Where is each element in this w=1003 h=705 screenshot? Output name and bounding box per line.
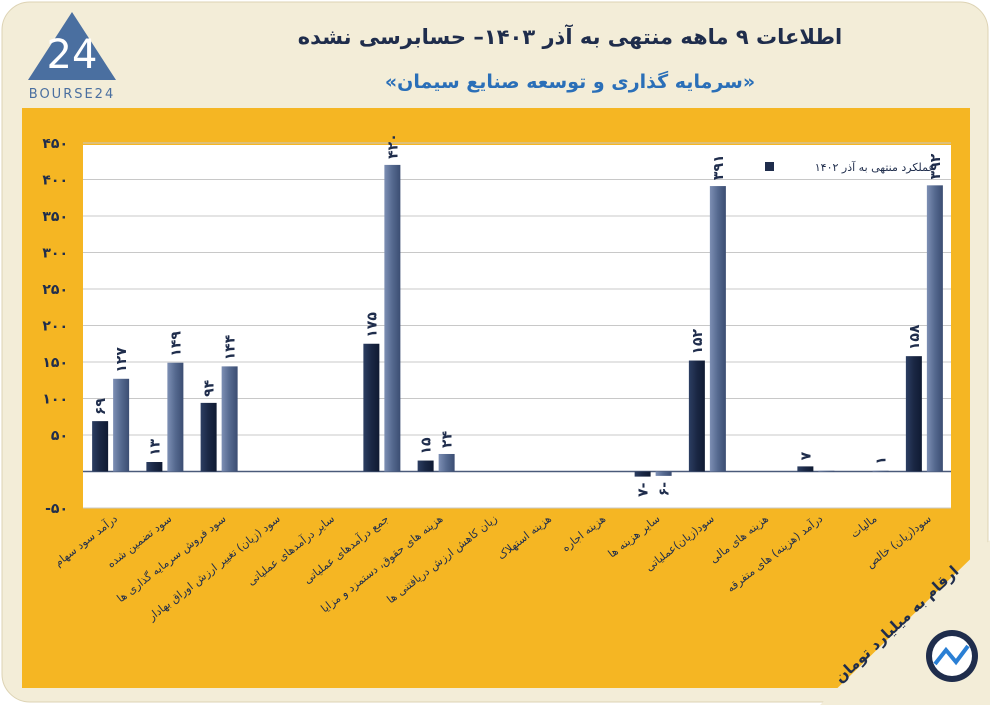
y-tick-label: ۴۵۰ (42, 136, 68, 152)
corner-logo-arrow (933, 644, 970, 666)
data-label: ۹۴ (202, 379, 218, 397)
data-label: ۷ (798, 451, 814, 460)
data-label: ۱۳ (147, 438, 163, 456)
bar (634, 471, 651, 477)
bar (818, 470, 835, 472)
bar (363, 343, 380, 472)
bar (221, 366, 238, 472)
bar (709, 186, 726, 472)
data-label: ۱۴۴ (223, 334, 239, 360)
data-label: ۷- (636, 482, 652, 497)
logo-name: BOURSE24 (29, 87, 115, 102)
legend-label: عملکرد منتهی به آذر ۱۴۰۲ (815, 160, 935, 174)
bar (655, 471, 672, 476)
legend-swatch (765, 162, 774, 171)
bar (200, 402, 217, 472)
data-label: ۱۵۸ (907, 324, 923, 350)
bar (872, 470, 889, 472)
bar (438, 453, 455, 472)
data-label: ۳۹۲ (928, 153, 944, 179)
data-label: ۳۹۱ (711, 154, 727, 180)
chart-subtitle: «سرمایه گذاری و توسعه صنایع سیمان» (385, 70, 755, 93)
chart-title: اطلاعات ۹ ماهه منتهی به آذر ۱۴۰۳– حسابرس… (298, 24, 843, 49)
data-label: ۴۲۰ (385, 133, 401, 159)
data-label: ۱۵ (419, 437, 435, 455)
bar (146, 462, 163, 472)
bar (797, 466, 814, 472)
data-label: ۶۹ (93, 398, 109, 416)
y-tick-label: -۵۰ (45, 501, 68, 517)
data-label: ۱۷۵ (364, 312, 380, 338)
logo-mark: 24 (47, 32, 98, 78)
bar (417, 460, 434, 472)
data-label: ۶- (657, 482, 673, 497)
bar (688, 360, 705, 472)
bar (384, 164, 401, 472)
data-label: ۱۲۷ (114, 347, 130, 373)
bar (92, 421, 109, 472)
y-tick-label: ۴۰۰ (42, 173, 68, 189)
y-tick-label: ۱۰۰ (42, 392, 68, 408)
y-tick-label: ۵۰ (51, 428, 68, 444)
bar (113, 378, 130, 472)
data-label: ۲۴ (440, 430, 456, 448)
y-tick-label: ۳۰۰ (42, 246, 68, 262)
bar (905, 356, 922, 472)
y-tick-label: ۲۰۰ (42, 319, 68, 335)
bar (167, 362, 184, 472)
y-tick-label: ۳۵۰ (42, 209, 68, 225)
y-tick-label: ۱۵۰ (42, 355, 68, 371)
data-label: ۱۵۲ (690, 328, 706, 354)
logo-triangle (28, 12, 116, 80)
data-label: ۱۴۹ (168, 331, 184, 357)
data-label: ۱ (874, 456, 890, 465)
bar (926, 185, 943, 472)
y-tick-label: ۲۵۰ (42, 282, 68, 298)
